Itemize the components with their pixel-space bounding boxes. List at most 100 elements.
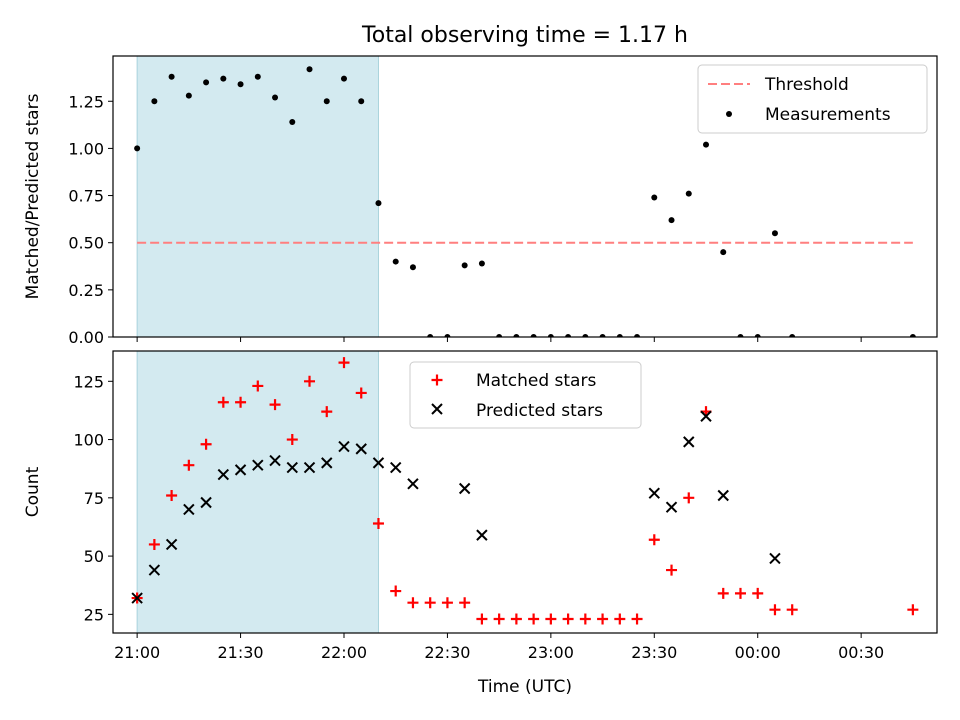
matched-star-point	[717, 587, 729, 599]
measurement-point	[771, 230, 778, 237]
measurement-point	[461, 262, 468, 269]
matched-star-point	[528, 613, 540, 625]
y-tick-label: 25	[84, 605, 104, 624]
measurement-point	[513, 334, 520, 337]
predicted-star-point	[303, 461, 316, 474]
y-axis-title: Matched/Predicted stars	[23, 93, 43, 299]
predicted-star-point	[234, 464, 247, 476]
measurement-point	[754, 334, 761, 337]
x-tick-label: 23:30	[631, 643, 677, 662]
x-tick-label: 22:30	[424, 643, 470, 662]
measurement-point	[789, 334, 796, 337]
predicted-star-point	[769, 552, 781, 565]
matched-star-point	[459, 597, 471, 609]
matched-star-point	[597, 613, 609, 625]
matched-star-point	[286, 434, 298, 446]
matched-star-point	[907, 604, 919, 616]
panel-frame	[112, 350, 938, 634]
predicted-star-point	[217, 468, 230, 481]
predicted-star-point	[683, 436, 695, 448]
measurement-point	[599, 334, 606, 337]
y-tick-label: 0.50	[68, 234, 104, 253]
matched-star-point	[614, 613, 626, 625]
predicted-star-point	[717, 489, 729, 502]
measurement-point	[168, 73, 175, 80]
predicted-star-point	[286, 461, 298, 474]
highlight-span	[136, 55, 379, 338]
legend: Matched stars Predicted stars	[409, 361, 642, 429]
matched-star-point	[545, 613, 557, 625]
matched-star-point	[321, 406, 333, 418]
matched-star-point	[648, 534, 660, 546]
measurement-point	[237, 81, 244, 88]
measurement-point	[323, 98, 330, 105]
panel-2: 25 50 75 100 125 21:00 21:30 22:00 22:30 23:00 23:…	[23, 350, 938, 697]
measurement-point	[151, 98, 158, 105]
measurement-point	[685, 190, 692, 197]
predicted-star-point	[476, 529, 488, 541]
predicted-star-point	[165, 538, 178, 551]
x-tick-label: 23:00	[528, 643, 574, 662]
y-tick-label: 0.00	[68, 328, 104, 347]
matched-star-point	[407, 597, 419, 609]
matched-star-point	[304, 375, 316, 387]
chart-title: Total observing time = 1.17 h	[361, 23, 688, 48]
predicted-star-point	[183, 503, 195, 516]
measurement-point	[444, 334, 451, 337]
predicted-star-point	[321, 457, 333, 469]
matched-star-point	[183, 459, 195, 471]
matched-star-point	[424, 597, 436, 609]
measurement-point	[358, 98, 365, 105]
predicted-star-point	[338, 440, 350, 453]
matched-star-point	[476, 613, 488, 625]
measurement-point	[668, 217, 675, 224]
legend-label: Threshold	[764, 75, 849, 95]
measurement-point	[427, 334, 434, 337]
measurement-point	[909, 334, 916, 337]
predicted-star-point	[372, 457, 385, 469]
legend-label: Measurements	[765, 105, 891, 125]
y-tick-label: 75	[84, 489, 104, 508]
series-markers	[134, 66, 916, 337]
matched-star-point	[683, 492, 695, 504]
predicted-star-point	[700, 410, 712, 422]
measurement-point	[582, 334, 589, 337]
matched-star-point	[148, 538, 160, 550]
measurement-point	[530, 334, 537, 337]
legend-label: Predicted stars	[476, 401, 603, 421]
measurement-point	[254, 73, 261, 80]
predicted-star-point	[252, 459, 264, 471]
matched-star-point	[372, 517, 384, 529]
legend-measurement-swatch	[726, 111, 732, 117]
predicted-star-point	[355, 443, 367, 455]
measurement-point	[616, 334, 623, 337]
y-tick-label: 0.25	[68, 281, 104, 300]
matched-star-point	[441, 597, 453, 609]
matched-star-point	[752, 587, 764, 599]
matched-star-point	[252, 380, 264, 392]
x-tick-label: 22:00	[321, 643, 367, 662]
matched-star-point	[579, 613, 591, 625]
measurement-point	[409, 264, 416, 271]
matched-star-point	[631, 613, 643, 625]
measurement-point	[203, 79, 210, 86]
matched-star-point	[355, 387, 367, 399]
x-axis-title: Time (UTC)	[477, 677, 572, 697]
measurement-point	[272, 94, 279, 101]
legend-box	[697, 64, 928, 134]
x-tick-label: 21:00	[114, 643, 160, 662]
measurement-point	[306, 66, 313, 73]
predicted-star-point	[131, 592, 143, 604]
legend-predicted-swatch	[431, 403, 443, 415]
panel-frame	[112, 55, 938, 338]
measurement-point	[392, 258, 399, 265]
x-tick-label: 00:00	[735, 643, 781, 662]
panel-1: 0.00 0.25 0.50 0.75 1.00 1.25 Matched/Predicte…	[23, 23, 938, 347]
predicted-star-point	[148, 564, 161, 576]
matched-star-point	[769, 604, 781, 616]
measurement-point	[478, 260, 485, 267]
measurement-point	[547, 334, 554, 337]
series-markers	[131, 357, 919, 625]
legend-label: Matched stars	[476, 371, 596, 391]
